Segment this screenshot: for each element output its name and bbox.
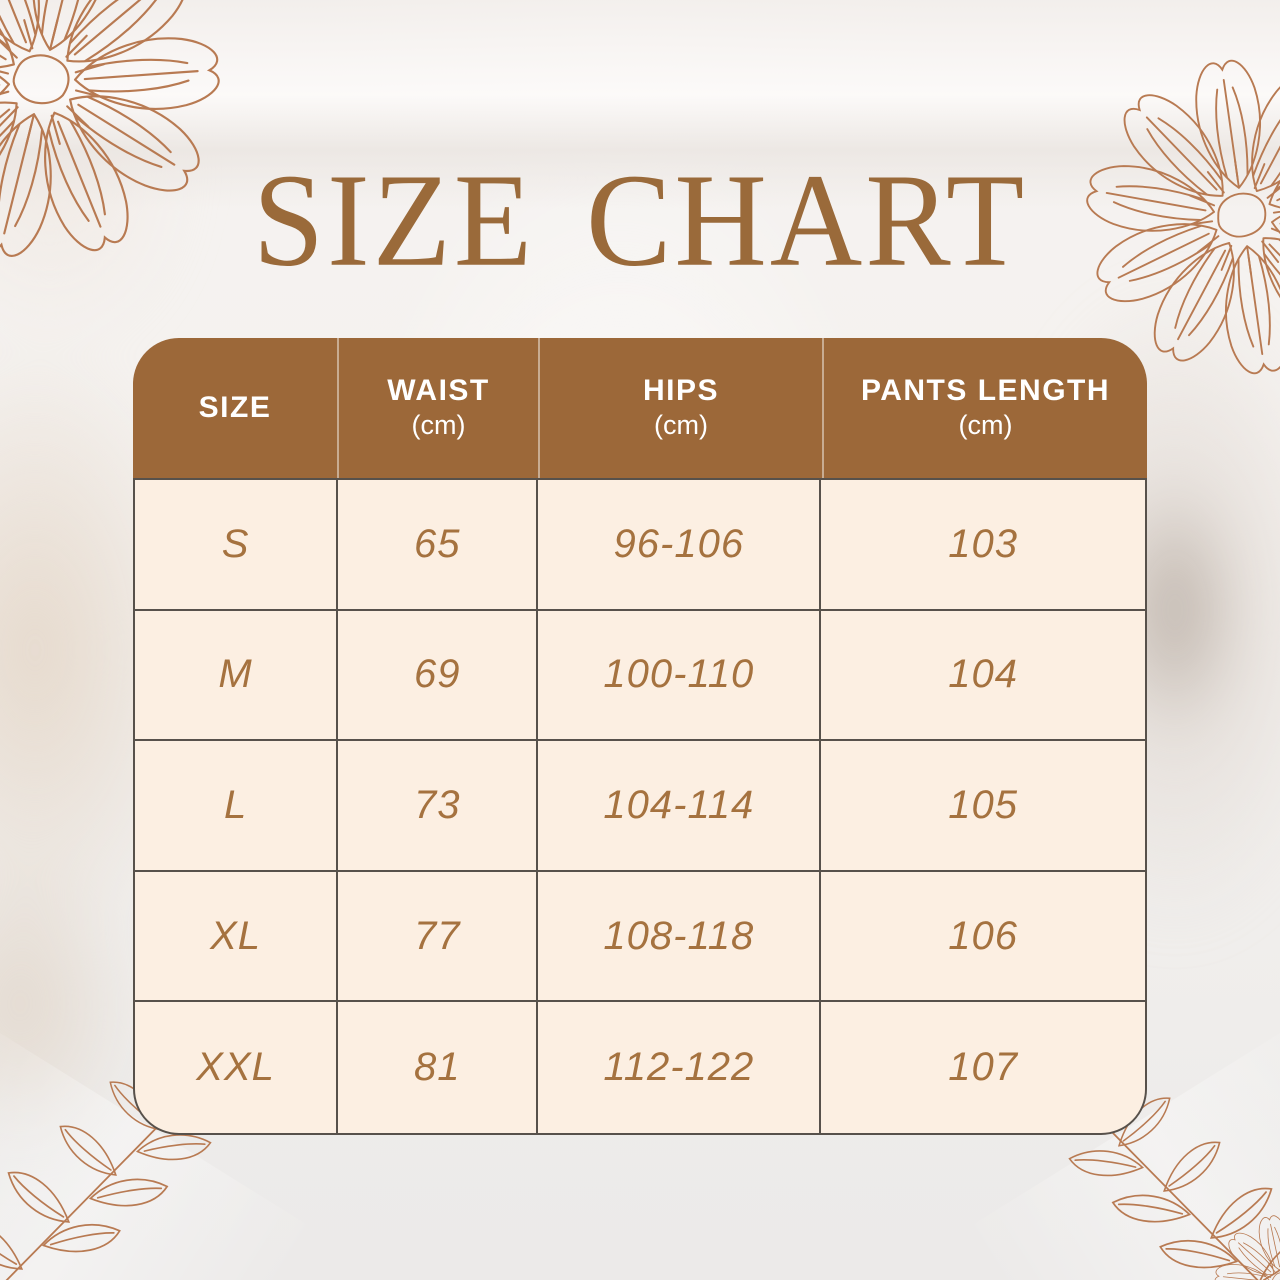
column-unit: (cm) [958,410,1013,441]
waist-cell: 69 [338,610,539,742]
pants-length-cell: 105 [821,741,1145,872]
hips-cell: 104-114 [538,741,822,872]
column-unit: (cm) [654,410,708,441]
column-label: HIPS [642,374,720,408]
waist-cell: 81 [338,1002,539,1133]
table-header: SIZE WAIST (cm) HIPS (cm) PANTS LENGTH (… [133,338,1147,478]
header-cell-size: SIZE [133,338,337,478]
pants-length-cell: 104 [821,611,1145,742]
column-unit: (cm) [411,410,466,441]
hips-cell: 100-110 [538,610,822,742]
size-cell: XXL [135,1002,339,1133]
size-cell: XL [135,871,339,1003]
ceiling-light-band [0,0,1280,210]
column-label: WAIST [387,374,490,408]
column-label: SIZE [198,391,272,424]
waist-cell: 73 [338,741,539,872]
hips-cell: 108-118 [538,871,822,1003]
pants-length-cell: 103 [821,480,1145,611]
header-cell-waist: WAIST (cm) [337,338,538,478]
page-title: SIZE CHART [252,146,1028,294]
size-cell: S [135,480,339,611]
hips-cell: 112-122 [538,1002,822,1133]
size-table: SIZE WAIST (cm) HIPS (cm) PANTS LENGTH (… [133,338,1147,1135]
table-body: S 65 96-106 103 M 69 100-110 104 L 73 10… [133,478,1147,1135]
pants-length-cell: 107 [948,1045,1019,1090]
hips-cell: 96-106 [538,480,822,611]
header-cell-hips: HIPS (cm) [538,338,822,478]
waist-cell: 65 [338,480,539,611]
size-cell: L [135,741,339,872]
pants-length-cell: 106 [821,872,1145,1003]
size-cell: M [135,610,339,742]
header-cell-pants-length: PANTS LENGTH (cm) [822,338,1147,478]
waist-cell: 77 [338,871,539,1003]
column-label: PANTS LENGTH [860,374,1111,408]
